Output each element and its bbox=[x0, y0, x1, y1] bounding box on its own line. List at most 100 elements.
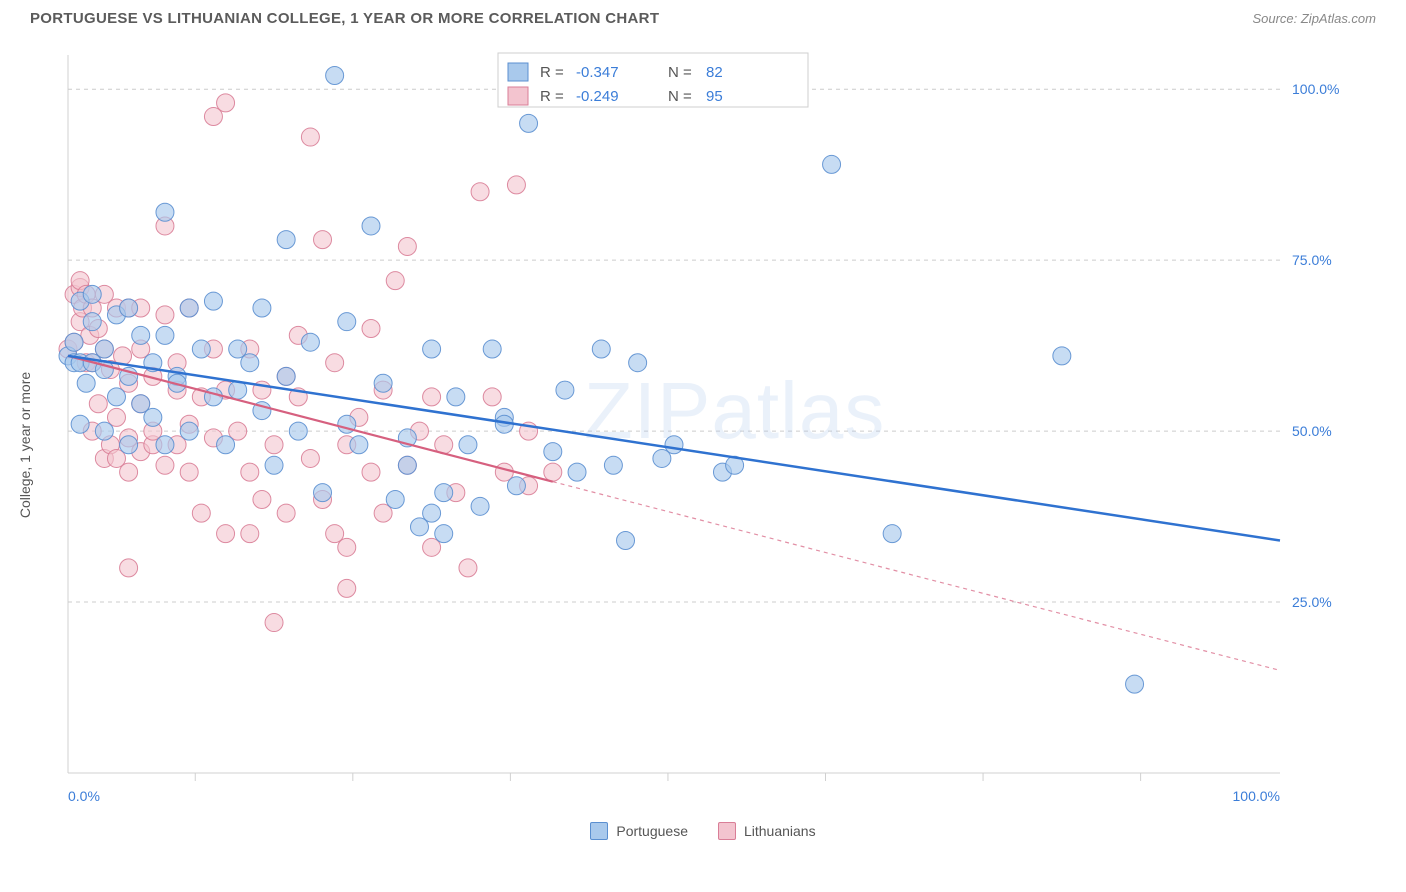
portuguese-point bbox=[459, 436, 477, 454]
lithuanians-point bbox=[156, 456, 174, 474]
lithuanians-point bbox=[507, 176, 525, 194]
portuguese-point bbox=[568, 463, 586, 481]
portuguese-point bbox=[83, 313, 101, 331]
portuguese-point bbox=[386, 490, 404, 508]
lithuanians-point bbox=[471, 183, 489, 201]
lithuanians-point bbox=[217, 94, 235, 112]
portuguese-point bbox=[132, 326, 150, 344]
source-link[interactable]: ZipAtlas.com bbox=[1301, 11, 1376, 26]
portuguese-point bbox=[156, 436, 174, 454]
portuguese-point bbox=[883, 525, 901, 543]
chart-title: PORTUGUESE VS LITHUANIAN COLLEGE, 1 YEAR… bbox=[30, 10, 659, 27]
portuguese-point bbox=[95, 340, 113, 358]
legend-n-label: N = bbox=[668, 88, 692, 105]
y-tick-label: 100.0% bbox=[1292, 81, 1339, 97]
y-tick-label: 75.0% bbox=[1292, 252, 1332, 268]
portuguese-point bbox=[265, 456, 283, 474]
lithuanians-point bbox=[192, 504, 210, 522]
legend-r-label: R = bbox=[540, 88, 564, 105]
portuguese-point bbox=[398, 456, 416, 474]
portuguese-point bbox=[180, 299, 198, 317]
portuguese-point bbox=[483, 340, 501, 358]
portuguese-point bbox=[374, 374, 392, 392]
header: PORTUGUESE VS LITHUANIAN COLLEGE, 1 YEAR… bbox=[0, 0, 1406, 32]
portuguese-point bbox=[617, 532, 635, 550]
legend-r-label: R = bbox=[540, 64, 564, 81]
portuguese-point bbox=[1053, 347, 1071, 365]
legend-swatch bbox=[718, 822, 736, 840]
portuguese-point bbox=[156, 203, 174, 221]
legend-n-value: 82 bbox=[706, 64, 723, 81]
portuguese-point bbox=[507, 477, 525, 495]
legend-swatch bbox=[590, 822, 608, 840]
portuguese-point bbox=[277, 231, 295, 249]
portuguese-point bbox=[544, 443, 562, 461]
portuguese-point bbox=[338, 313, 356, 331]
portuguese-point bbox=[217, 436, 235, 454]
portuguese-point bbox=[277, 367, 295, 385]
legend-r-value: -0.249 bbox=[576, 88, 619, 105]
portuguese-point bbox=[83, 285, 101, 303]
lithuanians-point bbox=[314, 231, 332, 249]
lithuanians-point bbox=[423, 388, 441, 406]
portuguese-point bbox=[629, 354, 647, 372]
portuguese-point bbox=[326, 67, 344, 85]
portuguese-point bbox=[204, 388, 222, 406]
lithuanians-point bbox=[180, 463, 198, 481]
bottom-legend-item: Portuguese bbox=[590, 822, 688, 840]
portuguese-point bbox=[144, 408, 162, 426]
lithuanians-point bbox=[241, 525, 259, 543]
portuguese-point bbox=[520, 114, 538, 132]
portuguese-point bbox=[423, 340, 441, 358]
x-axis-label: 0.0% bbox=[68, 788, 100, 804]
lithuanians-point bbox=[120, 559, 138, 577]
portuguese-point bbox=[362, 217, 380, 235]
portuguese-point bbox=[156, 326, 174, 344]
portuguese-point bbox=[241, 354, 259, 372]
portuguese-point bbox=[471, 497, 489, 515]
portuguese-point bbox=[192, 340, 210, 358]
lithuanians-point bbox=[253, 490, 271, 508]
bottom-legend-item: Lithuanians bbox=[718, 822, 816, 840]
portuguese-point bbox=[289, 422, 307, 440]
lithuanians-point bbox=[265, 614, 283, 632]
portuguese-point bbox=[77, 374, 95, 392]
lithuanians-point bbox=[301, 449, 319, 467]
legend-swatch bbox=[508, 63, 528, 81]
lithuanians-point bbox=[338, 538, 356, 556]
portuguese-point bbox=[592, 340, 610, 358]
portuguese-point bbox=[823, 155, 841, 173]
portuguese-point bbox=[1126, 675, 1144, 693]
lithuanians-point bbox=[265, 436, 283, 454]
portuguese-point bbox=[71, 415, 89, 433]
lithuanians-point bbox=[241, 463, 259, 481]
lithuanians-point bbox=[386, 272, 404, 290]
portuguese-point bbox=[204, 292, 222, 310]
portuguese-point bbox=[556, 381, 574, 399]
portuguese-point bbox=[665, 436, 683, 454]
portuguese-point bbox=[95, 422, 113, 440]
y-tick-label: 25.0% bbox=[1292, 594, 1332, 610]
portuguese-point bbox=[120, 299, 138, 317]
source-attribution: Source: ZipAtlas.com bbox=[1252, 11, 1376, 26]
legend-r-value: -0.347 bbox=[576, 64, 619, 81]
scatter-plot-svg: 25.0%50.0%75.0%100.0%0.0%100.0%ZIPatlasR… bbox=[58, 45, 1358, 815]
lithuanians-point bbox=[156, 306, 174, 324]
portuguese-point bbox=[435, 484, 453, 502]
portuguese-point bbox=[180, 422, 198, 440]
portuguese-point bbox=[301, 333, 319, 351]
legend-label: Portuguese bbox=[616, 823, 688, 839]
portuguese-point bbox=[350, 436, 368, 454]
portuguese-point bbox=[253, 299, 271, 317]
lithuanians-point bbox=[301, 128, 319, 146]
plot-area: 25.0%50.0%75.0%100.0%0.0%100.0%ZIPatlasR… bbox=[58, 45, 1358, 815]
x-axis-label: 100.0% bbox=[1233, 788, 1280, 804]
lithuanians-point bbox=[362, 320, 380, 338]
correlation-legend: R =-0.347N =82R =-0.249N =95 bbox=[498, 53, 808, 107]
chart-container: College, 1 year or more 25.0%50.0%75.0%1… bbox=[30, 45, 1376, 845]
portuguese-point bbox=[447, 388, 465, 406]
lithuanians-point bbox=[544, 463, 562, 481]
portuguese-point bbox=[120, 436, 138, 454]
legend-n-label: N = bbox=[668, 64, 692, 81]
source-prefix: Source: bbox=[1252, 11, 1300, 26]
